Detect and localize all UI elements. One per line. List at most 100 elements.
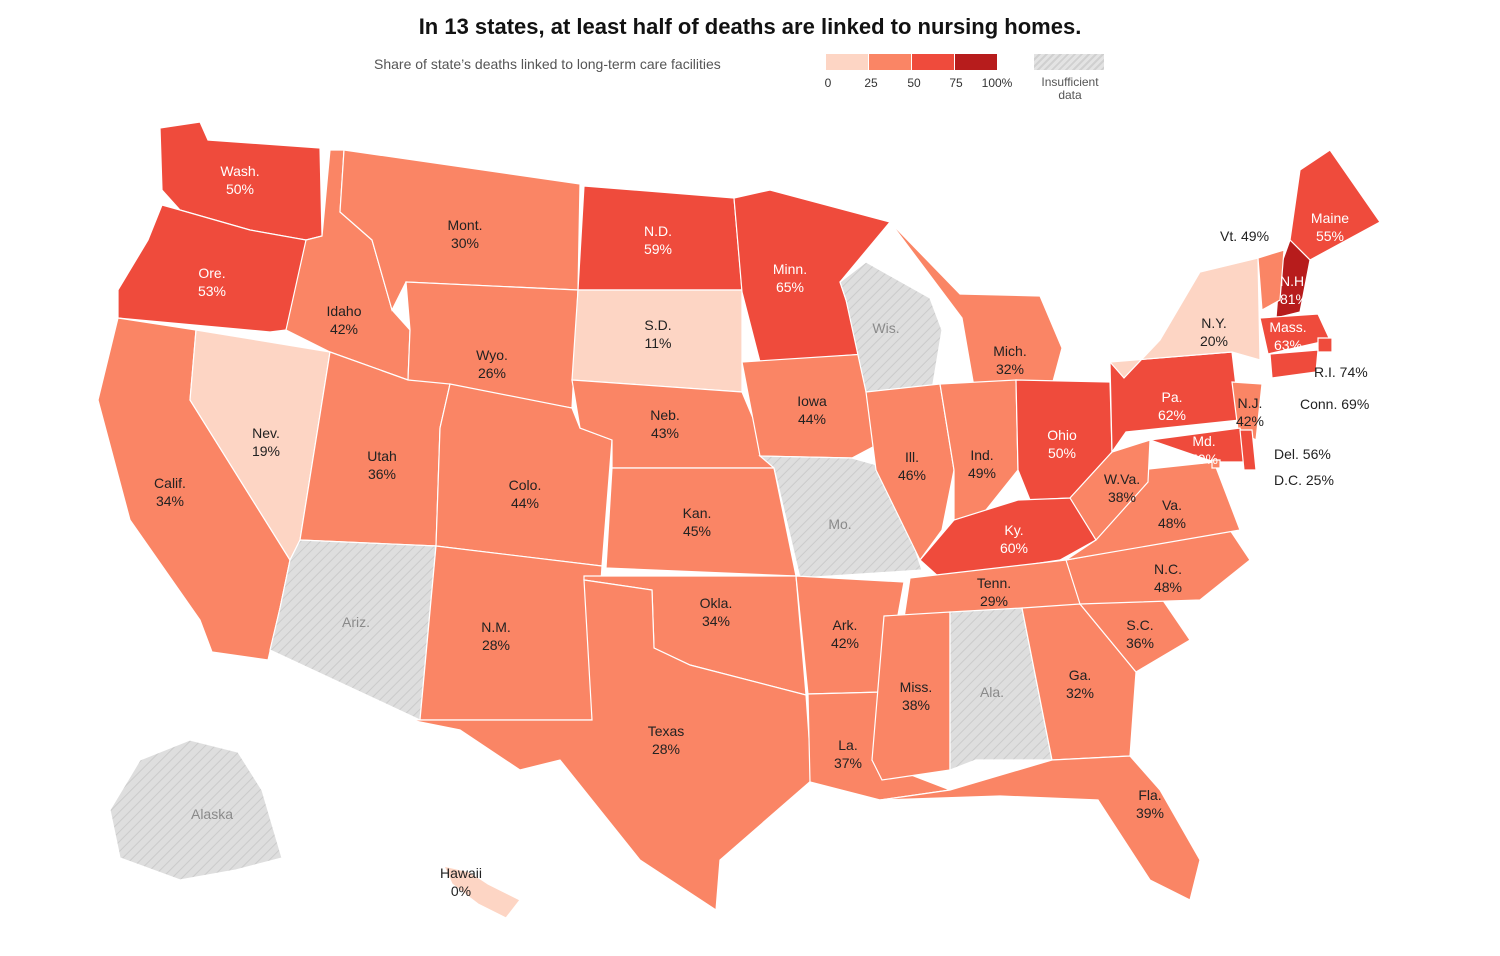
state-value-ill: 46% (898, 467, 926, 483)
legend-tick: 100% (981, 76, 1013, 90)
state-label-md: Md. (1192, 433, 1215, 449)
state-dc[interactable] (1211, 459, 1221, 469)
state-ariz[interactable] (269, 539, 437, 721)
callout-ri: R.I. 74% (1314, 364, 1368, 380)
state-value-idaho: 42% (330, 321, 358, 337)
state-ga[interactable] (1021, 603, 1137, 761)
legend-insufficient-swatch (1034, 54, 1104, 70)
state-wva[interactable] (1069, 439, 1151, 541)
state-label-miss: Miss. (900, 679, 933, 695)
state-value-mass: 63% (1274, 337, 1302, 353)
state-value-nc: 48% (1154, 579, 1182, 595)
state-label-sc: S.C. (1126, 617, 1153, 633)
legend-swatch (826, 54, 868, 70)
state-label-iowa: Iowa (797, 393, 827, 409)
state-value-wyo: 26% (478, 365, 506, 381)
state-vt[interactable] (1257, 249, 1285, 311)
state-label-maine: Maine (1311, 210, 1349, 226)
state-value-ohio: 50% (1048, 445, 1076, 461)
state-label-ore: Ore. (198, 265, 225, 281)
state-fla[interactable] (879, 755, 1201, 901)
state-miss[interactable] (871, 611, 951, 781)
state-value-ky: 60% (1000, 540, 1028, 556)
state-label-utah: Utah (367, 448, 397, 464)
state-nj[interactable] (1231, 381, 1263, 441)
state-label-ky: Ky. (1004, 522, 1023, 538)
state-label-fla: Fla. (1138, 787, 1161, 803)
state-label-neb: Neb. (650, 407, 680, 423)
state-value-ark: 42% (831, 635, 859, 651)
state-label-nh: N.H. (1280, 273, 1308, 289)
state-del[interactable] (1239, 429, 1257, 471)
state-kan[interactable] (605, 467, 797, 577)
state-label-mont: Mont. (447, 217, 482, 233)
legend-swatch (912, 54, 954, 70)
state-label-nj: N.J. (1238, 395, 1263, 411)
state-value-colo: 44% (511, 495, 539, 511)
state-value-minn: 65% (776, 279, 804, 295)
state-value-texas: 28% (652, 741, 680, 757)
state-maine[interactable] (1289, 149, 1381, 261)
state-label-wva: W.Va. (1104, 471, 1140, 487)
state-ri[interactable] (1317, 337, 1333, 353)
state-ala[interactable] (949, 607, 1053, 771)
state-value-nev: 19% (252, 443, 280, 459)
state-label-va: Va. (1162, 497, 1182, 513)
state-label-nd: N.D. (644, 223, 672, 239)
state-label-mich: Mich. (993, 343, 1026, 359)
state-label-okla: Okla. (700, 595, 733, 611)
state-value-fla: 39% (1136, 805, 1164, 821)
state-value-utah: 36% (368, 466, 396, 482)
state-label-hawaii: Hawaii (440, 865, 482, 881)
state-alaska[interactable] (109, 739, 283, 881)
legend-tick: 75 (949, 76, 963, 90)
state-value-sc: 36% (1126, 635, 1154, 651)
state-value-ind: 49% (968, 465, 996, 481)
state-iowa[interactable] (741, 353, 887, 459)
state-value-nd: 59% (644, 241, 672, 257)
state-value-ore: 53% (198, 283, 226, 299)
state-label-calif: Calif. (154, 475, 186, 491)
state-value-nm: 28% (482, 637, 510, 653)
legend-tick: 50 (907, 76, 921, 90)
state-mont[interactable] (339, 149, 581, 312)
state-value-neb: 43% (651, 425, 679, 441)
state-value-miss: 38% (902, 697, 930, 713)
state-label-ariz: Ariz. (342, 614, 370, 630)
state-label-tenn: Tenn. (977, 575, 1011, 591)
state-label-wyo: Wyo. (476, 347, 508, 363)
state-label-sd: S.D. (644, 317, 671, 333)
state-label-nc: N.C. (1154, 561, 1182, 577)
state-label-ala: Ala. (980, 684, 1004, 700)
legend-label: Share of state’s deaths linked to long-t… (374, 56, 721, 72)
state-nm[interactable] (419, 545, 603, 721)
state-value-okla: 34% (702, 613, 730, 629)
state-label-ga: Ga. (1069, 667, 1092, 683)
state-value-ga: 32% (1066, 685, 1094, 701)
state-value-nj: 42% (1236, 413, 1264, 429)
state-value-calif: 34% (156, 493, 184, 509)
state-label-mass: Mass. (1269, 319, 1306, 335)
state-conn[interactable] (1269, 349, 1319, 379)
legend-swatch (955, 54, 997, 70)
state-value-mont: 30% (451, 235, 479, 251)
state-label-ill: Ill. (905, 449, 919, 465)
state-label-ark: Ark. (833, 617, 858, 633)
state-colo[interactable] (435, 383, 613, 567)
state-value-kan: 45% (683, 523, 711, 539)
callout-dc: D.C. 25% (1274, 472, 1334, 488)
state-mo[interactable] (758, 455, 923, 579)
state-mich[interactable] (889, 221, 1063, 411)
state-wis[interactable] (839, 261, 943, 393)
state-label-ny: N.Y. (1201, 315, 1226, 331)
state-ny[interactable] (1108, 257, 1261, 379)
state-hawaii[interactable] (442, 865, 521, 919)
state-label-texas: Texas (648, 723, 685, 739)
legend-swatch (869, 54, 911, 70)
state-value-la: 37% (834, 755, 862, 771)
state-value-nh: 81% (1280, 291, 1308, 307)
state-value-hawaii: 0% (451, 883, 471, 899)
state-texas[interactable] (409, 579, 813, 912)
state-value-va: 48% (1158, 515, 1186, 531)
state-label-ohio: Ohio (1047, 427, 1077, 443)
